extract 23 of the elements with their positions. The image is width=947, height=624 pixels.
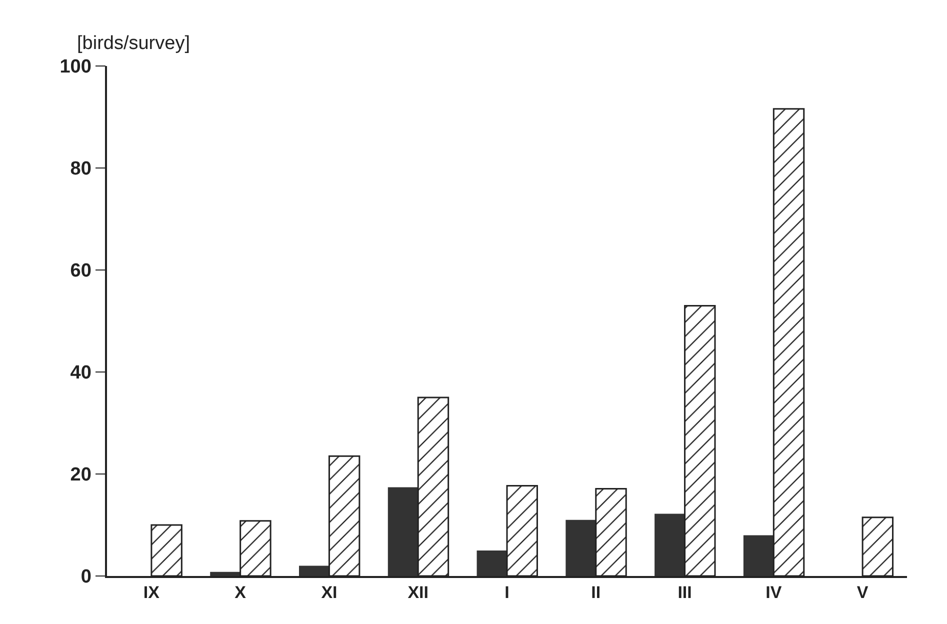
- y-tick-label: 40: [70, 362, 92, 384]
- x-tick-label: X: [234, 583, 247, 602]
- x-tick-label: V: [856, 583, 869, 602]
- bar: [388, 487, 418, 576]
- bar: [299, 566, 330, 576]
- x-tick-label: II: [591, 583, 601, 602]
- y-axis-title: [birds/survey]: [77, 33, 190, 54]
- x-tick-label: IV: [766, 583, 782, 602]
- x-tick-label: IX: [143, 583, 160, 602]
- bar: [743, 535, 774, 576]
- y-tick-label: 100: [60, 56, 92, 78]
- bar: [566, 520, 596, 576]
- x-tick-label: XI: [321, 583, 338, 602]
- x-tick-label: III: [678, 583, 692, 602]
- y-tick-label: 80: [70, 158, 92, 180]
- y-tick-label: 20: [70, 464, 92, 486]
- x-tick-label: I: [504, 583, 510, 602]
- x-tick-label: XII: [408, 583, 429, 602]
- bar: [654, 514, 685, 576]
- bar: [210, 572, 240, 576]
- y-tick-label: 0: [80, 566, 92, 588]
- y-tick-label: 60: [70, 260, 92, 282]
- bar: [476, 550, 507, 576]
